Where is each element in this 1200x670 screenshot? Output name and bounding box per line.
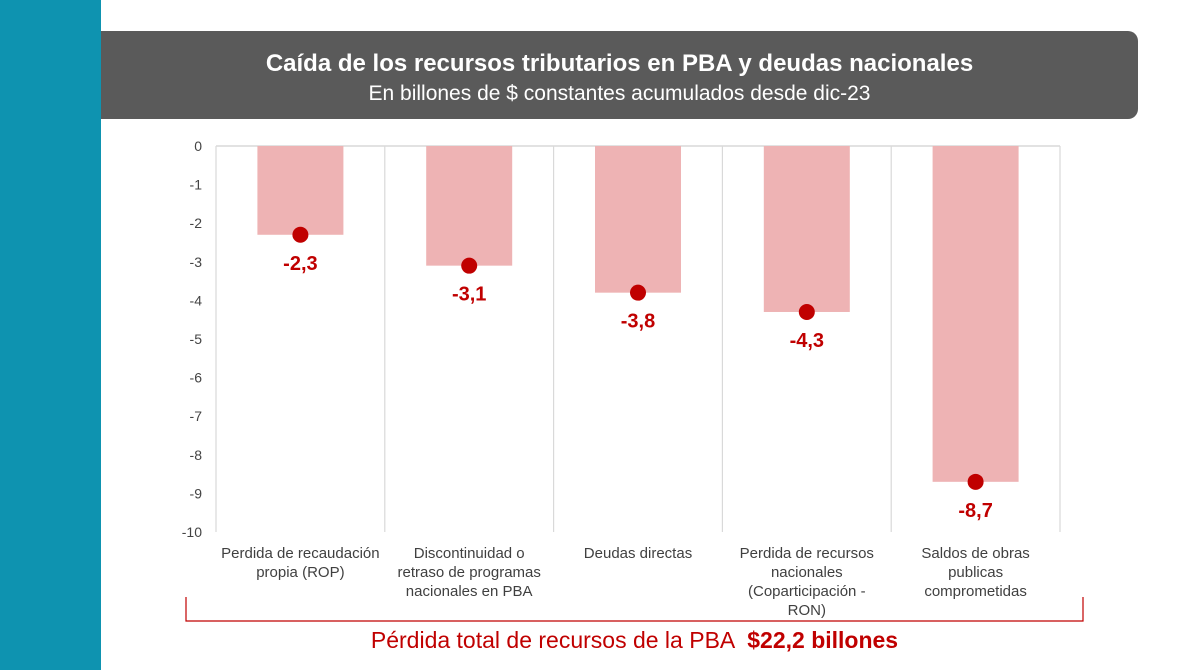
value-marker xyxy=(461,257,478,274)
y-tick-label: -2 xyxy=(190,215,203,231)
total-loss-label: Pérdida total de recursos de la PBA xyxy=(370,627,736,653)
y-tick-label: -8 xyxy=(190,447,203,463)
chart-header: Caída de los recursos tributarios en PBA… xyxy=(101,31,1138,119)
bar xyxy=(932,146,1019,482)
bar xyxy=(595,146,681,293)
x-category-label: Perdida de recaudación propia (ROP) xyxy=(221,545,380,581)
value-marker xyxy=(292,226,309,243)
x-category-label: Saldos de obras publicas comprometidas xyxy=(921,545,1030,600)
y-tick-label: -3 xyxy=(190,254,203,270)
x-category-label: Perdida de recursos nacionales (Copartic… xyxy=(739,545,874,619)
y-tick-label: -9 xyxy=(190,485,203,501)
y-tick-label: -10 xyxy=(182,524,202,540)
data-label: -4,3 xyxy=(790,330,824,352)
y-tick-label: -1 xyxy=(190,177,203,193)
total-loss-value: $22,2 billones xyxy=(747,627,899,653)
total-bracket xyxy=(185,597,1084,622)
x-category-label: Deudas directas xyxy=(583,545,693,562)
bar xyxy=(763,146,850,312)
data-label: -8,7 xyxy=(958,500,992,522)
side-accent-bar xyxy=(0,0,101,670)
y-tick-label: -6 xyxy=(190,370,203,386)
value-marker xyxy=(967,473,984,490)
x-category-label: Discontinuidad o retraso de programas na… xyxy=(397,545,541,600)
total-loss: Pérdida total de recursos de la PBA $22,2… xyxy=(186,625,1083,655)
bar xyxy=(426,146,513,266)
data-label: -3,1 xyxy=(452,284,486,306)
value-marker xyxy=(630,284,646,301)
y-tick-label: -4 xyxy=(190,292,203,308)
y-tick-label: 0 xyxy=(194,138,202,154)
y-tick-label: -7 xyxy=(190,408,203,424)
bar xyxy=(257,146,344,235)
chart-subtitle: En billones de $ constantes acumulados d… xyxy=(368,82,871,105)
y-tick-label: -5 xyxy=(190,331,203,347)
value-marker xyxy=(798,303,815,320)
data-label: -3,8 xyxy=(621,311,655,333)
chart-title: Caída de los recursos tributarios en PBA… xyxy=(265,50,974,77)
data-label: -2,3 xyxy=(283,253,317,275)
